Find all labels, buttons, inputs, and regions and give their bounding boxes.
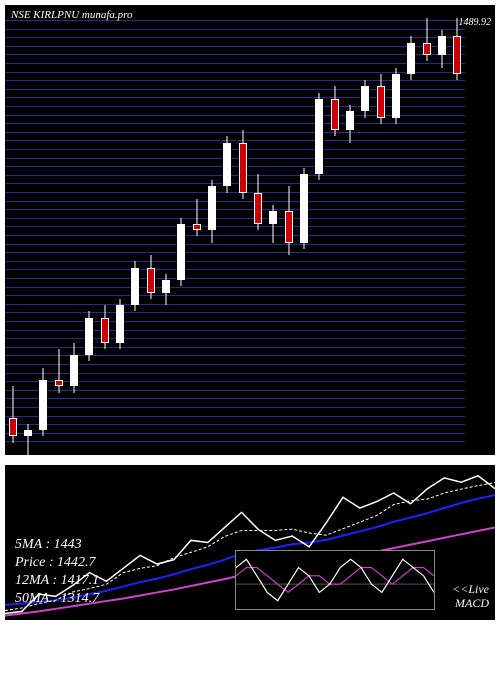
candle — [239, 130, 247, 199]
candle — [377, 74, 385, 124]
candle — [331, 86, 339, 136]
price-info: Price : 1442.7 — [15, 554, 99, 572]
candle — [269, 205, 277, 243]
candle — [346, 105, 354, 143]
macd-svg — [236, 551, 434, 609]
candle — [392, 68, 400, 124]
info-overlay: 5MA : 1443 Price : 1442.7 12MA : 1417.1 … — [15, 536, 99, 608]
candle — [423, 18, 431, 62]
candle — [116, 299, 124, 349]
candle — [9, 386, 17, 442]
candle — [24, 424, 32, 455]
current-price-label: 1489.92 — [459, 17, 492, 28]
candle — [101, 305, 109, 349]
candle — [285, 186, 293, 255]
ma5-info: 5MA : 1443 — [15, 536, 99, 554]
candle — [147, 255, 155, 299]
ma50-info: 50MA : 1314.7 — [15, 590, 99, 608]
chart-container: NSE KIRLPNU munafa.pro 1489.92 5MA : 144… — [0, 0, 500, 700]
candle — [193, 199, 201, 237]
candle — [407, 36, 415, 80]
candle — [223, 136, 231, 192]
candlestick-panel: NSE KIRLPNU munafa.pro 1489.92 — [5, 5, 495, 455]
candle — [315, 93, 323, 181]
ma12-info: 12MA : 1417.1 — [15, 572, 99, 590]
candles-layer — [5, 5, 465, 455]
candle — [55, 349, 63, 393]
macd-label: <<Live MACD — [452, 582, 489, 610]
chart-title: NSE KIRLPNU munafa.pro — [11, 9, 133, 21]
macd-label-live: <<Live — [452, 582, 489, 596]
candle — [177, 218, 185, 287]
candle — [70, 343, 78, 393]
candle — [438, 30, 446, 68]
candle — [131, 261, 139, 311]
candle — [254, 174, 262, 230]
macd-label-text: MACD — [455, 596, 489, 610]
moving-average-panel: 5MA : 1443 Price : 1442.7 12MA : 1417.1 … — [5, 465, 495, 620]
candle — [361, 80, 369, 118]
candle — [162, 274, 170, 305]
candle — [208, 180, 216, 243]
candle — [300, 168, 308, 249]
macd-inset — [235, 550, 435, 610]
candle — [85, 311, 93, 361]
candle — [39, 368, 47, 437]
